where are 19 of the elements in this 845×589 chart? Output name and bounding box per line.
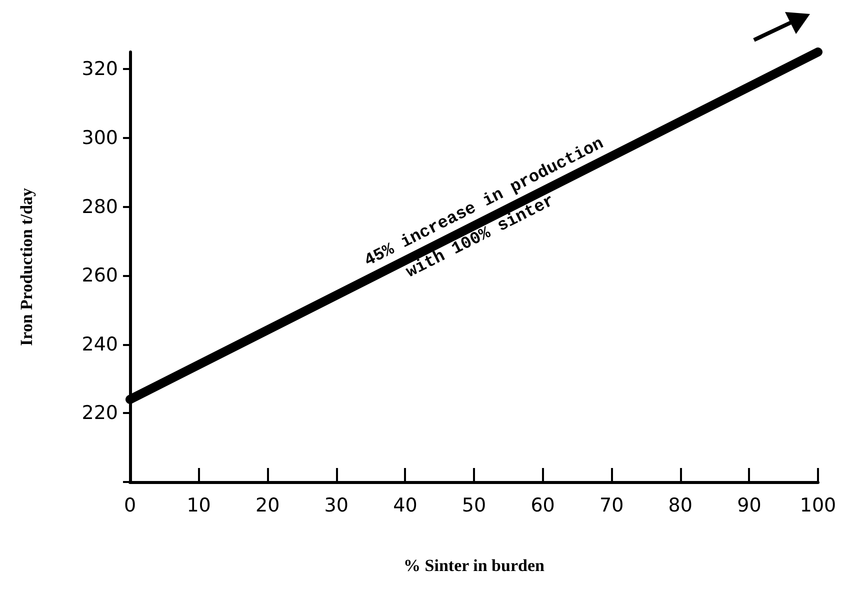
x-tick-label: 70 [600,494,624,516]
x-tick-label: 40 [393,494,418,516]
y-tick-label: 300 [82,127,118,149]
x-tick-label: 30 [324,494,348,516]
y-tick-label: 280 [82,196,118,218]
x-tick-label: 60 [530,494,555,516]
x-tick-label: 50 [462,494,486,516]
x-tick-label: 90 [737,494,762,516]
x-tick-label: 20 [256,494,280,516]
x-tick-label: 80 [668,494,692,516]
y-axis-title: Iron Production t/day [17,187,36,346]
y-tick-label: 240 [82,333,118,356]
x-tick-label: 100 [800,494,836,516]
x-axis-title: % Sinter in burden [404,556,545,575]
y-tick-label: 320 [82,58,118,80]
x-tick-label: 10 [186,494,211,516]
y-tick-label: 260 [82,264,118,287]
y-tick-label: 220 [82,402,118,424]
x-tick-label: 0 [124,494,136,516]
